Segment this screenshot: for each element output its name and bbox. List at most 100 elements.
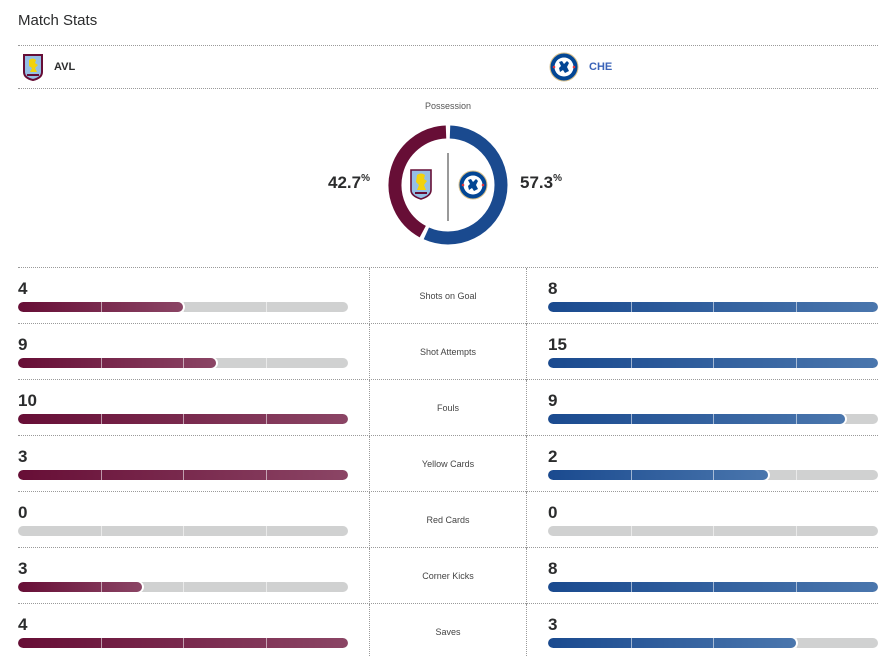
bar-tick — [183, 582, 184, 592]
bar-tick — [265, 414, 267, 424]
stat-row: 4 Saves 3 — [18, 603, 878, 656]
home-stat-bar — [18, 526, 348, 536]
bar-tick — [265, 582, 267, 592]
percent-sign: % — [361, 173, 370, 184]
bar-tick — [100, 470, 102, 480]
stats-table: 4 Shots on Goal 8 9 Shot Attempts 15 10 Fouls 9 3… — [18, 267, 878, 656]
bar-tick — [630, 302, 632, 312]
bar-tick — [100, 526, 102, 536]
home-possession-value: 42.7% — [328, 173, 370, 193]
home-stat-bar-fill — [18, 358, 216, 368]
bar-tick — [713, 582, 714, 592]
bar-tick — [795, 582, 797, 592]
bar-tick — [100, 414, 102, 424]
away-stat-bar — [548, 414, 878, 424]
away-stat-bar-fill — [548, 414, 845, 424]
away-stat-bar-fill — [548, 638, 796, 648]
away-possession-value: 57.3% — [520, 173, 562, 193]
bar-tick — [795, 526, 797, 536]
stat-label: Red Cards — [369, 492, 527, 548]
bar-tick — [630, 414, 632, 424]
bar-tick — [713, 526, 714, 536]
away-stat-bar — [548, 470, 878, 480]
home-stat-bar — [18, 582, 348, 592]
home-stat-bar — [18, 302, 348, 312]
away-possession-arc — [423, 125, 508, 245]
home-stat-value: 10 — [18, 391, 37, 410]
bar-tick — [265, 470, 267, 480]
home-stat-value: 0 — [18, 503, 28, 522]
bar-tick — [183, 638, 184, 648]
aston-villa-crest-icon — [23, 54, 43, 81]
away-stat-bar — [548, 302, 878, 312]
away-stat-value: 0 — [548, 503, 558, 522]
bar-tick — [183, 358, 184, 368]
stat-row: 9 Shot Attempts 15 — [18, 323, 878, 380]
home-stat-value: 9 — [18, 335, 28, 354]
away-stat-value: 8 — [548, 559, 558, 578]
bar-tick — [630, 582, 632, 592]
stat-row: 0 Red Cards 0 — [18, 491, 878, 548]
home-team-abbr: AVL — [54, 61, 76, 73]
stat-label: Shot Attempts — [369, 324, 527, 380]
chelsea-crest-icon — [458, 170, 488, 200]
possession-label: Possession — [424, 101, 472, 111]
divider — [18, 88, 878, 89]
home-team: AVL — [22, 52, 75, 82]
stat-label: Corner Kicks — [369, 548, 527, 604]
bar-tick — [265, 358, 267, 368]
bar-tick — [795, 302, 797, 312]
bar-tick — [795, 638, 797, 648]
bar-tick — [630, 638, 632, 648]
home-stat-value: 3 — [18, 447, 28, 466]
away-stat-bar — [548, 638, 878, 648]
away-stat-value: 9 — [548, 391, 558, 410]
bar-tick — [630, 470, 632, 480]
stat-row: 10 Fouls 9 — [18, 379, 878, 436]
home-stat-value: 4 — [18, 279, 28, 298]
bar-tick — [100, 582, 102, 592]
away-stat-bar — [548, 582, 878, 592]
stat-row: 4 Shots on Goal 8 — [18, 267, 878, 324]
bar-tick — [183, 302, 184, 312]
bar-tick — [183, 470, 184, 480]
stat-label: Yellow Cards — [369, 436, 527, 492]
bar-tick — [795, 470, 797, 480]
away-team-abbr: CHE — [589, 61, 613, 73]
bar-tick — [265, 302, 267, 312]
bar-tick — [630, 358, 632, 368]
stat-row: 3 Yellow Cards 2 — [18, 435, 878, 492]
stat-label: Saves — [369, 604, 527, 656]
home-stat-value: 4 — [18, 615, 28, 634]
bar-tick — [183, 526, 184, 536]
bar-tick — [100, 638, 102, 648]
away-stat-bar — [548, 358, 878, 368]
away-stat-bar-fill — [548, 470, 768, 480]
away-possession-number: 57.3 — [520, 173, 554, 192]
home-stat-bar — [18, 414, 348, 424]
bar-tick — [713, 358, 714, 368]
bar-tick — [713, 414, 714, 424]
bar-tick — [630, 526, 632, 536]
bar-tick — [100, 302, 102, 312]
match-stats-title: Match Stats — [18, 12, 98, 29]
home-stat-bar — [18, 638, 348, 648]
home-possession-number: 42.7 — [328, 173, 362, 192]
bar-tick — [713, 470, 714, 480]
bar-tick — [713, 302, 714, 312]
bar-tick — [265, 638, 267, 648]
stat-row: 3 Corner Kicks 8 — [18, 547, 878, 604]
away-stat-bar — [548, 526, 878, 536]
away-team: CHE — [549, 52, 612, 82]
bar-tick — [795, 414, 797, 424]
home-stat-bar — [18, 358, 348, 368]
bar-tick — [713, 638, 714, 648]
bar-tick — [795, 358, 797, 368]
away-stat-value: 8 — [548, 279, 558, 298]
away-stat-value: 15 — [548, 335, 567, 354]
bar-tick — [100, 358, 102, 368]
possession-donut — [388, 125, 508, 245]
home-possession-arc — [388, 125, 447, 238]
percent-sign: % — [553, 173, 562, 184]
stat-label: Fouls — [369, 380, 527, 436]
